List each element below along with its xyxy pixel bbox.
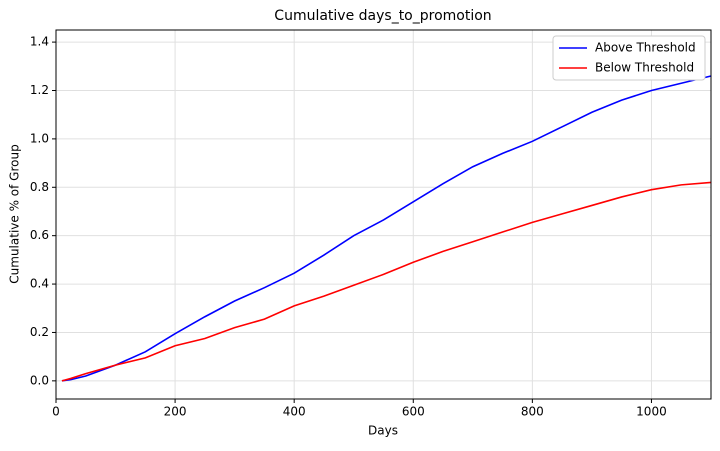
legend-label: Above Threshold — [595, 41, 696, 55]
legend-box — [552, 35, 706, 81]
y-axis-label: Cumulative % of Group — [8, 144, 22, 283]
x-tick-label: 600 — [402, 405, 425, 419]
y-tick-label: 0.2 — [30, 325, 49, 339]
y-tick-label: 0.4 — [30, 277, 49, 291]
x-tick-label: 1000 — [636, 405, 667, 419]
data-line — [61, 181, 712, 382]
legend-label: Below Threshold — [595, 61, 694, 75]
y-tick-label: 1.2 — [30, 83, 49, 97]
y-tick-label: 1.4 — [30, 35, 49, 49]
x-tick-label: 0 — [52, 405, 60, 419]
y-tick-label: 0.6 — [30, 228, 49, 242]
y-tick-label: 0.0 — [30, 373, 49, 387]
chart-title: Cumulative days_to_promotion — [274, 8, 491, 24]
y-tick-label: 0.8 — [30, 180, 49, 194]
x-tick-label: 400 — [283, 405, 306, 419]
plot-frame — [55, 29, 712, 400]
x-tick-label: 200 — [164, 405, 187, 419]
x-tick-label: 800 — [521, 405, 544, 419]
y-tick-label: 1.0 — [30, 131, 49, 145]
data-line — [61, 75, 712, 382]
x-axis-label: Days — [368, 424, 398, 438]
